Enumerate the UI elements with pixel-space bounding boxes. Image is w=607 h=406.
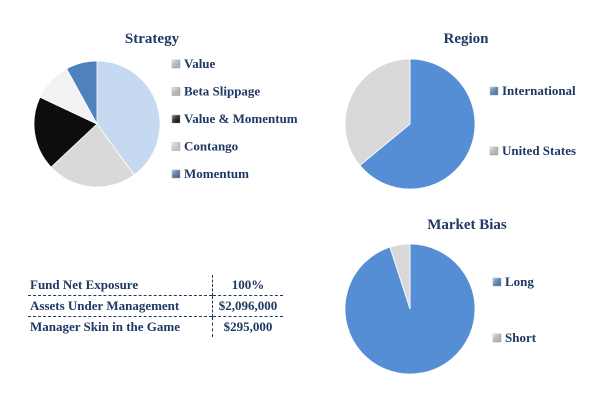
legend-swatch-shade (493, 278, 501, 286)
legend-label: Beta Slippage (184, 84, 260, 99)
pie-slice-long (344, 243, 476, 375)
legend-label: United States (502, 143, 576, 158)
legend-swatch-shade (172, 87, 180, 96)
stats-value: $2,096,000 (212, 295, 283, 317)
stats-label: Assets Under Management (28, 295, 213, 317)
legend-swatch-shade (172, 142, 180, 151)
market-bias-legend: Long Short (492, 274, 537, 345)
legend-swatch-shade (493, 334, 501, 342)
legend-item-short: Short (492, 330, 537, 345)
legend-item-value-and-momentum: Value & Momentum (171, 111, 298, 126)
legend-item-beta-slippage: Beta Slippage (171, 84, 260, 99)
fund-stats-table: Fund Net Exposure 100% Assets Under Mana… (28, 275, 283, 337)
legend-item-value: Value (171, 56, 216, 71)
market-bias-pie (344, 243, 476, 375)
legend-item-momentum: Momentum (171, 166, 249, 181)
strategy-pie (33, 60, 161, 188)
pie-slice-short (389, 243, 411, 310)
region-pie (344, 58, 476, 190)
pie-slice-value-and-momentum (33, 96, 98, 168)
legend-label: Short (505, 330, 537, 345)
stats-row-net-exposure: Fund Net Exposure 100% (28, 275, 283, 296)
pie-slice-international (359, 58, 476, 190)
pie-slice-beta-slippage (50, 123, 135, 188)
legend-swatch-shade (172, 170, 180, 178)
stats-row-aum: Assets Under Management $2,096,000 (28, 295, 283, 317)
legend-swatch-shade (490, 147, 498, 155)
legend-item-united-states: United States (489, 143, 576, 158)
legend-swatch-shade (172, 60, 180, 68)
pie-slice-value (96, 60, 161, 176)
legend-item-long: Long (492, 274, 534, 289)
pie-slice-momentum (66, 60, 98, 125)
region-chart-title: Region (444, 31, 490, 47)
legend-item-international: International (489, 83, 576, 98)
legend-label: Value (184, 56, 216, 71)
stats-label: Fund Net Exposure (30, 277, 139, 292)
legend-label: Long (505, 274, 534, 289)
stats-row-skin-in-game: Manager Skin in the Game $295,000 (28, 316, 283, 337)
stats-label: Manager Skin in the Game (28, 316, 213, 337)
legend-swatch-shade (490, 87, 498, 95)
legend-label: Value & Momentum (184, 111, 298, 126)
stats-value: $295,000 (212, 316, 283, 337)
pie-slice-united-states (344, 58, 411, 166)
legend-item-contango: Contango (171, 139, 238, 154)
market-bias-chart-title: Market Bias (427, 217, 507, 233)
legend-label: Contango (184, 139, 238, 154)
strategy-legend: Value Beta Slippage Value & Momentum Contan… (171, 56, 298, 181)
strategy-chart-title: Strategy (125, 31, 180, 47)
legend-label: Momentum (184, 166, 249, 181)
stats-value: 100% (212, 275, 283, 296)
legend-swatch-shade (172, 115, 180, 123)
region-legend: International United States (489, 83, 576, 158)
legend-label: International (502, 83, 576, 98)
